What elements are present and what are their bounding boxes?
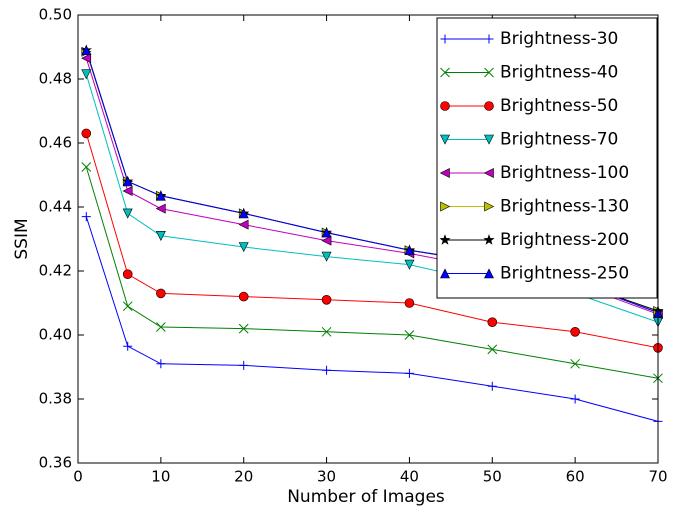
marker xyxy=(122,176,133,187)
marker xyxy=(487,381,497,391)
marker xyxy=(156,322,166,332)
marker xyxy=(404,245,415,255)
marker xyxy=(81,45,92,56)
marker xyxy=(81,128,92,139)
marker xyxy=(321,227,332,238)
legend-marker xyxy=(439,168,450,178)
marker xyxy=(570,394,580,404)
marker xyxy=(321,235,332,246)
x-tick-label: 10 xyxy=(151,468,170,486)
legend-label: Brightness-50 xyxy=(500,96,618,116)
marker xyxy=(122,269,133,280)
x-tick-label: 30 xyxy=(317,468,336,486)
marker xyxy=(321,294,332,305)
marker xyxy=(81,53,92,64)
legend-marker xyxy=(484,67,494,78)
marker xyxy=(155,190,166,201)
marker xyxy=(487,317,498,328)
marker xyxy=(155,203,166,214)
y-tick-label: 0.50 xyxy=(39,6,72,24)
legend-marker xyxy=(439,234,451,245)
x-axis-label: Number of Images xyxy=(287,487,445,507)
legend-label: Brightness-250 xyxy=(500,264,629,284)
plot-frame xyxy=(77,14,659,464)
legend-marker xyxy=(484,134,494,145)
marker xyxy=(487,344,498,355)
marker xyxy=(123,341,133,351)
y-tick-label: 0.40 xyxy=(39,326,72,344)
marker xyxy=(122,301,133,312)
marker xyxy=(155,231,166,241)
legend-label: Brightness-130 xyxy=(500,197,629,217)
x-tick-label: 50 xyxy=(483,468,502,486)
y-tick-label: 0.42 xyxy=(39,262,72,280)
x-tick-label: 40 xyxy=(400,468,419,486)
legend: Brightness-30 Brightness-40 Brightness-50 B… xyxy=(436,17,658,299)
marker xyxy=(570,326,580,337)
marker xyxy=(81,69,92,80)
marker xyxy=(122,186,133,196)
marker xyxy=(404,368,414,378)
marker xyxy=(321,251,332,262)
legend-marker xyxy=(484,201,495,212)
marker xyxy=(238,208,249,219)
legend-marker xyxy=(483,168,494,178)
legend-marker xyxy=(483,234,495,245)
y-tick-label: 0.46 xyxy=(39,134,72,152)
legend-label: Brightness-200 xyxy=(500,230,629,250)
legend-marker xyxy=(440,34,450,44)
marker xyxy=(322,365,332,375)
y-tick-label: 0.48 xyxy=(39,70,72,88)
legend-label: Brightness-100 xyxy=(500,163,629,183)
y-axis-label: SSIM xyxy=(12,218,32,259)
legend-label: Brightness-30 xyxy=(500,29,618,49)
marker xyxy=(238,323,249,334)
legend-label: Brightness-70 xyxy=(500,130,618,150)
legend-marker xyxy=(440,67,450,78)
x-tick-label: 20 xyxy=(234,468,253,486)
x-tick-label: 60 xyxy=(566,468,585,486)
marker xyxy=(239,360,249,370)
legend-marker xyxy=(440,268,450,279)
marker xyxy=(81,162,92,172)
y-tick-label: 0.38 xyxy=(39,390,72,408)
marker xyxy=(238,242,249,253)
marker xyxy=(404,259,415,270)
legend-label: Brightness-40 xyxy=(500,63,618,83)
y-tick-label: 0.36 xyxy=(39,454,72,472)
marker xyxy=(238,291,249,302)
marker xyxy=(404,330,415,340)
marker xyxy=(81,212,91,222)
legend-marker xyxy=(440,101,450,111)
marker xyxy=(238,219,249,230)
marker xyxy=(122,208,133,219)
legend-box xyxy=(436,17,658,299)
x-tick-label: 0 xyxy=(73,468,83,486)
marker xyxy=(156,359,166,369)
legend-marker xyxy=(440,134,450,145)
legend-marker xyxy=(484,101,494,111)
marker xyxy=(570,358,580,369)
legend-marker xyxy=(484,268,494,279)
x-tick-label: 70 xyxy=(648,468,667,486)
marker xyxy=(156,288,166,299)
legend-marker xyxy=(484,34,494,44)
y-tick-label: 0.44 xyxy=(39,198,72,216)
marker xyxy=(321,326,332,337)
marker xyxy=(404,298,415,308)
legend-marker xyxy=(440,201,451,212)
